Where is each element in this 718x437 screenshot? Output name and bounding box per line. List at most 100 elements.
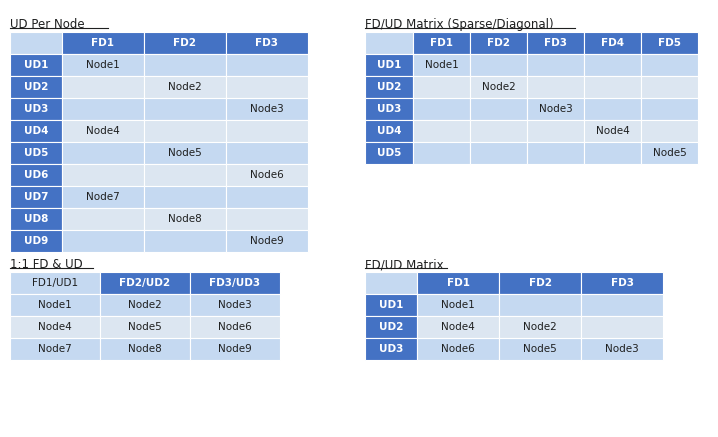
Text: Node9: Node9: [250, 236, 284, 246]
Bar: [413, 142, 470, 164]
Text: UD4: UD4: [24, 126, 48, 136]
Bar: [581, 272, 663, 294]
Text: FD1: FD1: [447, 278, 470, 288]
Text: FD3: FD3: [610, 278, 633, 288]
Bar: [470, 120, 527, 142]
Text: FD2: FD2: [487, 38, 510, 48]
Bar: [413, 98, 470, 120]
Text: Node9: Node9: [218, 344, 252, 354]
Bar: [226, 164, 308, 186]
Text: Node5: Node5: [523, 344, 557, 354]
Text: UD3: UD3: [377, 104, 401, 114]
Bar: [144, 98, 226, 120]
Text: Node4: Node4: [596, 126, 630, 136]
Bar: [641, 98, 698, 120]
Bar: [584, 32, 641, 54]
Bar: [226, 208, 308, 230]
Bar: [62, 76, 144, 98]
Bar: [144, 54, 226, 76]
Bar: [190, 338, 280, 360]
Bar: [62, 186, 144, 208]
Text: Node4: Node4: [441, 322, 475, 332]
Bar: [365, 54, 413, 76]
Bar: [10, 230, 62, 252]
Bar: [144, 76, 226, 98]
Bar: [584, 76, 641, 98]
Bar: [365, 294, 417, 316]
Bar: [584, 142, 641, 164]
Text: Node1: Node1: [441, 300, 475, 310]
Bar: [365, 316, 417, 338]
Bar: [226, 98, 308, 120]
Bar: [527, 120, 584, 142]
Bar: [470, 54, 527, 76]
Bar: [584, 54, 641, 76]
Text: Node5: Node5: [128, 322, 162, 332]
Bar: [10, 142, 62, 164]
Bar: [226, 32, 308, 54]
Bar: [62, 142, 144, 164]
Bar: [144, 120, 226, 142]
Bar: [100, 316, 190, 338]
Bar: [581, 294, 663, 316]
Text: FD1: FD1: [91, 38, 114, 48]
Bar: [417, 338, 499, 360]
Text: Node2: Node2: [523, 322, 557, 332]
Bar: [62, 208, 144, 230]
Bar: [226, 54, 308, 76]
Bar: [365, 76, 413, 98]
Bar: [10, 54, 62, 76]
Bar: [10, 208, 62, 230]
Text: Node6: Node6: [218, 322, 252, 332]
Bar: [470, 142, 527, 164]
Bar: [365, 98, 413, 120]
Text: Node1: Node1: [86, 60, 120, 70]
Bar: [62, 54, 144, 76]
Bar: [10, 186, 62, 208]
Text: UD4: UD4: [377, 126, 401, 136]
Bar: [190, 294, 280, 316]
Text: Node5: Node5: [168, 148, 202, 158]
Text: Node2: Node2: [168, 82, 202, 92]
Bar: [226, 142, 308, 164]
Bar: [365, 142, 413, 164]
Bar: [144, 164, 226, 186]
Text: Node5: Node5: [653, 148, 686, 158]
Text: FD3/UD3: FD3/UD3: [210, 278, 261, 288]
Text: Node7: Node7: [38, 344, 72, 354]
Text: Node2: Node2: [482, 82, 516, 92]
Text: Node2: Node2: [128, 300, 162, 310]
Text: UD5: UD5: [24, 148, 48, 158]
Text: Node3: Node3: [605, 344, 639, 354]
Bar: [641, 142, 698, 164]
Bar: [641, 76, 698, 98]
Text: Node4: Node4: [38, 322, 72, 332]
Bar: [641, 54, 698, 76]
Text: UD3: UD3: [24, 104, 48, 114]
Text: FD1: FD1: [430, 38, 453, 48]
Bar: [190, 272, 280, 294]
Bar: [413, 32, 470, 54]
Bar: [10, 120, 62, 142]
Text: UD1: UD1: [24, 60, 48, 70]
Bar: [10, 316, 100, 338]
Bar: [499, 294, 581, 316]
Bar: [470, 76, 527, 98]
Text: Node3: Node3: [250, 104, 284, 114]
Bar: [413, 54, 470, 76]
Bar: [527, 142, 584, 164]
Text: Node1: Node1: [424, 60, 458, 70]
Text: Node6: Node6: [250, 170, 284, 180]
Text: FD3: FD3: [544, 38, 567, 48]
Bar: [226, 186, 308, 208]
Text: Node7: Node7: [86, 192, 120, 202]
Text: UD2: UD2: [379, 322, 404, 332]
Bar: [144, 32, 226, 54]
Bar: [226, 120, 308, 142]
Text: FD2: FD2: [174, 38, 197, 48]
Bar: [527, 54, 584, 76]
Bar: [62, 98, 144, 120]
Bar: [62, 164, 144, 186]
Text: Node4: Node4: [86, 126, 120, 136]
Bar: [190, 316, 280, 338]
